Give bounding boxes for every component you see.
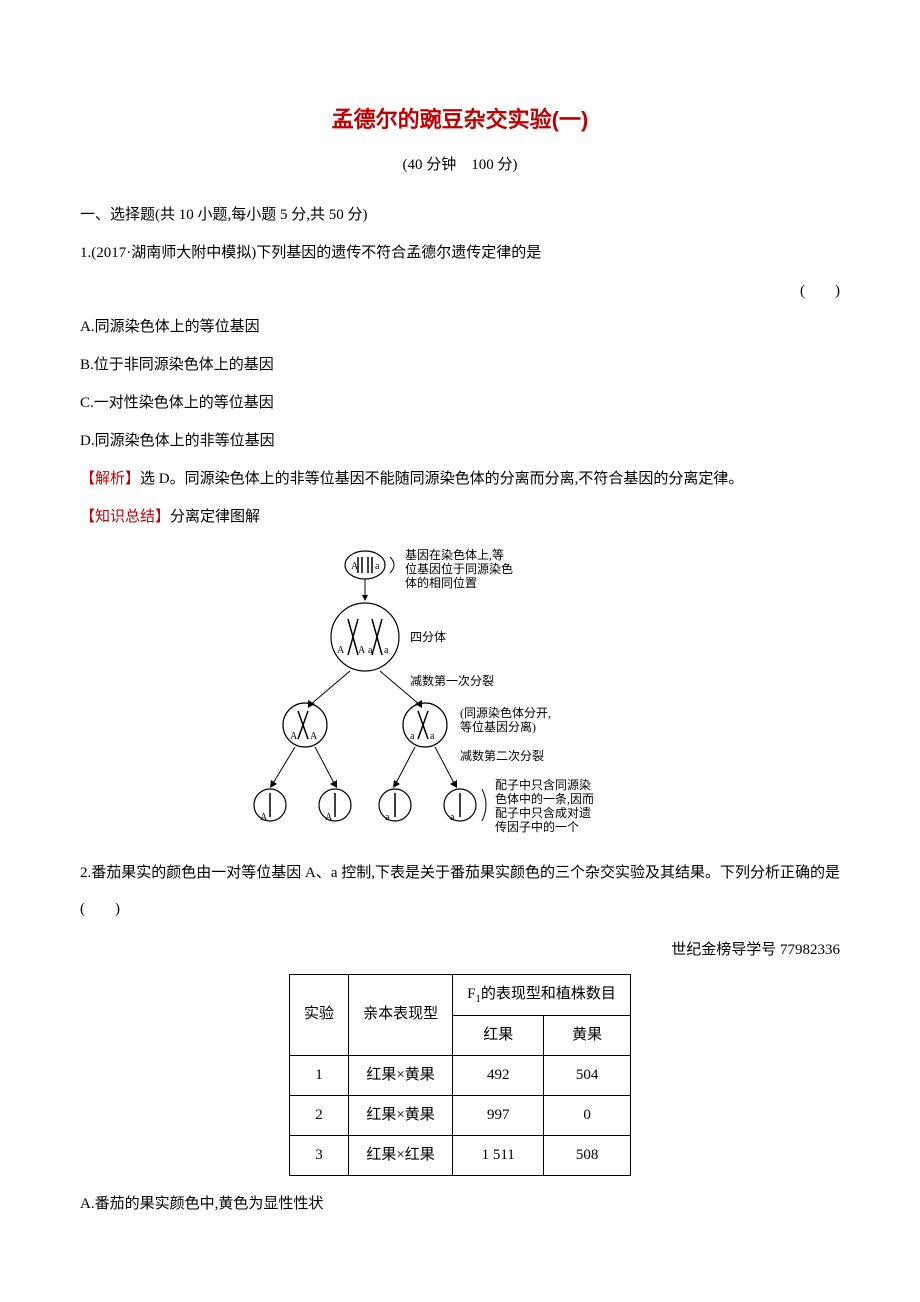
svg-text:a: a [384,645,389,656]
svg-text:a: a [450,812,455,823]
q1-opt-b: B.位于非同源染色体上的基因 [80,347,840,383]
svg-text:a: a [368,645,373,656]
cell-yellow: 508 [544,1136,631,1176]
q1-stem: 1.(2017·湖南师大附中模拟)下列基因的遗传不符合孟德尔遗传定律的是 [80,235,840,271]
diagram-gamete3: 配子中只含成对遗 [495,805,591,820]
diagram-note1a: (同源染色体分开, [460,705,551,720]
page-title: 孟德尔的豌豆杂交实验(一) [80,100,840,140]
explain-text: 选 D。同源染色体上的非等位基因不能随同源染色体的分离而分离,不符合基因的分离定… [140,471,743,487]
th-parent: 亲本表现型 [349,974,453,1056]
diagram-label-top2: 位基因位于同源染色 [405,561,513,576]
cell-parent: 红果×红果 [349,1136,453,1176]
table-row: 1 红果×黄果 492 504 [290,1056,631,1096]
svg-text:A: A [337,645,345,656]
separation-law-diagram: A a 基因在染色体上,等 位基因位于同源染色 体的相同位置 A A a a 四… [250,545,670,845]
page: 孟德尔的豌豆杂交实验(一) (40 分钟 100 分) 一、选择题(共 10 小… [0,0,920,1302]
th-yellow: 黄果 [544,1016,631,1056]
q1-opt-a: A.同源染色体上的等位基因 [80,309,840,345]
th-red: 红果 [453,1016,544,1056]
cell-red: 997 [453,1096,544,1136]
th-exp: 实验 [290,974,349,1056]
q1-opt-d: D.同源染色体上的非等位基因 [80,423,840,459]
svg-text:A: A [310,731,318,742]
q1-summary: 【知识总结】分离定律图解 [80,499,840,535]
cell-yellow: 504 [544,1056,631,1096]
cell-exp: 1 [290,1056,349,1096]
q1-explain: 【解析】选 D。同源染色体上的非等位基因不能随同源染色体的分离而分离,不符合基因… [80,461,840,497]
summary-text: 分离定律图解 [170,509,260,525]
subtitle: (40 分钟 100 分) [80,152,840,179]
diagram-fenti: 四分体 [410,630,446,644]
diagram-meiosis2: 减数第二次分裂 [460,748,544,763]
th-f1: F1的表现型和植株数目 [453,974,631,1016]
section-header: 一、选择题(共 10 小题,每小题 5 分,共 50 分) [80,197,840,233]
svg-text:a: a [385,812,390,823]
table-row: 实验 亲本表现型 F1的表现型和植株数目 [290,974,631,1016]
svg-text:A: A [260,812,268,823]
diagram-label-top1: 基因在染色体上,等 [405,547,504,562]
explain-label: 【解析】 [80,471,140,487]
diagram-meiosis1: 减数第一次分裂 [410,673,494,688]
cell-parent: 红果×黄果 [349,1096,453,1136]
cell-parent: 红果×黄果 [349,1056,453,1096]
svg-text:a: a [375,561,380,572]
diagram-note1b: 等位基因分离) [460,719,536,734]
cell-exp: 2 [290,1096,349,1136]
q2-stem: 2.番茄果实的颜色由一对等位基因 A、a 控制,下表是关于番茄果实颜色的三个杂交… [80,855,840,927]
diagram-gamete2: 色体中的一条,因而 [495,791,594,806]
svg-text:a: a [410,731,415,742]
cell-red: 492 [453,1056,544,1096]
table-row: 3 红果×红果 1 511 508 [290,1136,631,1176]
svg-text:A: A [325,812,333,823]
cell-exp: 3 [290,1136,349,1176]
table-row: 2 红果×黄果 997 0 [290,1096,631,1136]
diagram-gamete4: 传因子中的一个 [495,819,579,834]
svg-text:A: A [358,645,366,656]
q2-opt-a: A.番茄的果实颜色中,黄色为显性性状 [80,1186,840,1222]
svg-text:a: a [430,731,435,742]
cell-red: 1 511 [453,1136,544,1176]
q1-opt-c: C.一对性染色体上的等位基因 [80,385,840,421]
svg-text:A: A [290,731,298,742]
summary-label: 【知识总结】 [80,509,170,525]
q1-paren: ( ) [80,273,840,309]
diagram-gamete1: 配子中只含同源染 [495,777,591,792]
cell-yellow: 0 [544,1096,631,1136]
q2-table: 实验 亲本表现型 F1的表现型和植株数目 红果 黄果 1 红果×黄果 492 5… [289,974,631,1177]
study-code: 世纪金榜导学号 77982336 [80,937,840,964]
diagram-label-top3: 体的相同位置 [405,575,477,590]
